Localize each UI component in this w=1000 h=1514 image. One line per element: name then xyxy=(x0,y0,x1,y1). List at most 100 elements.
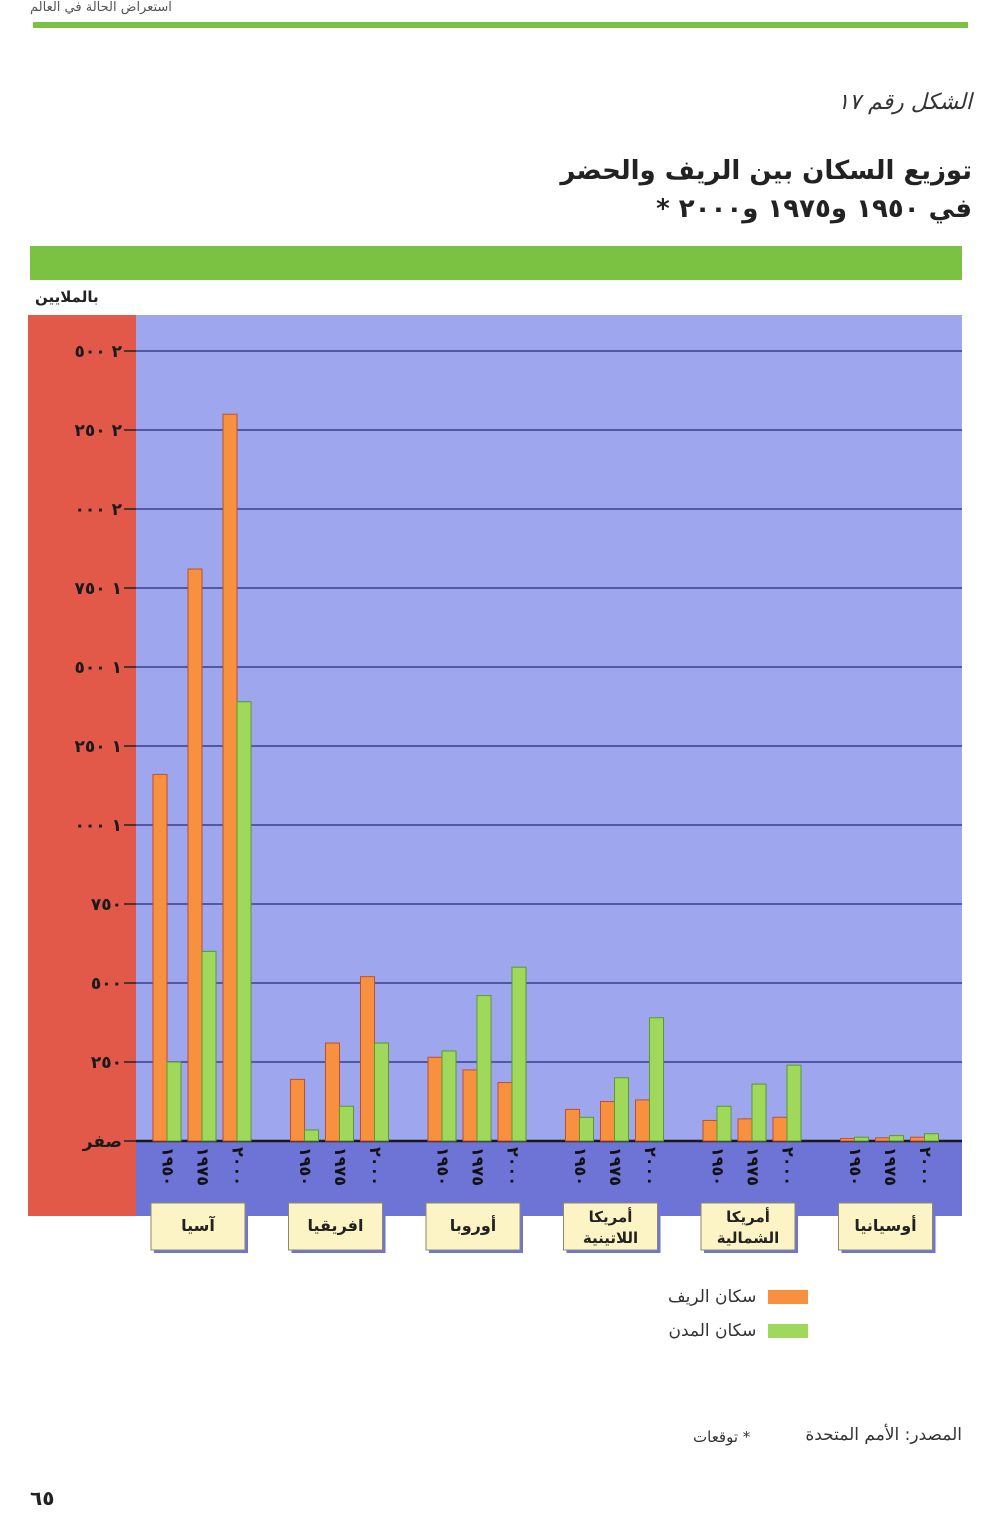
bar-urban xyxy=(614,1077,629,1142)
bar-urban xyxy=(511,966,527,1142)
bar-urban xyxy=(374,1042,389,1142)
bar-rural xyxy=(360,976,375,1142)
category-label: أوروبا xyxy=(450,1215,497,1235)
legend-swatch-rural xyxy=(768,1290,809,1304)
x-tick-label-year: ١٩٥٠ xyxy=(296,1147,315,1186)
x-tick-label-year: ١٩٧٥ xyxy=(606,1147,625,1186)
bar-rural xyxy=(635,1099,650,1142)
category-label: أوسيانيا xyxy=(854,1215,916,1235)
y-tick-label: ١ ٠٠٠ xyxy=(75,816,122,836)
bar-rural xyxy=(290,1078,305,1142)
bar-urban xyxy=(579,1116,594,1142)
y-tick-label: ٢ ٠٠٠ xyxy=(75,500,123,520)
y-tick-label: ٢٥٠ xyxy=(91,1053,122,1073)
y-tick-label: ٥٠٠ xyxy=(91,974,122,994)
x-tick-label-year: ١٩٧٥ xyxy=(469,1147,488,1186)
bar-urban xyxy=(924,1133,939,1142)
bar-urban xyxy=(236,701,252,1142)
bar-rural xyxy=(702,1119,718,1142)
x-tick-label-year: ٢٠٠٠ xyxy=(366,1147,385,1186)
y-axis-unit-label: بالملايين xyxy=(35,288,99,306)
legend-label-rural: سكان الريف xyxy=(668,1287,757,1307)
x-tick-label-year: ٢٠٠٠ xyxy=(641,1147,660,1186)
bar-urban xyxy=(889,1135,904,1142)
y-tick-label: ٢ ٢٥٠ xyxy=(75,421,123,441)
bar-rural xyxy=(497,1082,513,1142)
bar-rural xyxy=(910,1136,925,1142)
bar-urban xyxy=(786,1064,802,1142)
x-tick-label-year: ١٩٥٠ xyxy=(709,1147,728,1186)
plot-area xyxy=(136,315,962,1141)
bar-rural xyxy=(427,1056,443,1142)
category-box xyxy=(563,1202,658,1251)
y-tick-label: صفر xyxy=(82,1132,122,1152)
legend-item-urban: سكان المدن xyxy=(668,1314,809,1348)
y-tick-label: ٢ ٥٠٠ xyxy=(75,342,123,362)
category-label: أمريكا xyxy=(589,1207,633,1226)
bar-rural xyxy=(772,1116,788,1142)
category-box xyxy=(838,1202,933,1251)
y-axis-panel xyxy=(28,315,136,1216)
bar-rural xyxy=(152,773,168,1142)
x-tick-label-year: ١٩٧٥ xyxy=(881,1147,900,1186)
chart-title-line-1: توزيع السكان بين الريف والحضر xyxy=(560,156,972,186)
bar-urban xyxy=(751,1083,767,1142)
chart-title: توزيع السكان بين الريف والحضر في ١٩٥٠ و١… xyxy=(560,152,972,228)
figure-label: الشكل رقم ١٧ xyxy=(837,90,972,115)
x-tick-label-year: ١٩٥٠ xyxy=(159,1147,178,1186)
bar-urban xyxy=(304,1129,319,1142)
y-tick-label: ١ ٢٥٠ xyxy=(75,737,122,757)
legend: سكان الريف سكان المدن xyxy=(668,1280,809,1348)
x-tick-label-year: ١٩٧٥ xyxy=(744,1147,763,1186)
legend-label-urban: سكان المدن xyxy=(668,1321,757,1341)
y-tick-label: ١ ٥٠٠ xyxy=(75,658,122,678)
bar-rural xyxy=(222,413,238,1142)
x-tick-label-year: ١٩٥٠ xyxy=(846,1147,865,1186)
category-label: أمريكا xyxy=(726,1207,770,1226)
bar-urban xyxy=(441,1050,457,1142)
top-rule xyxy=(33,22,968,28)
x-tick-label-year: ١٩٥٠ xyxy=(571,1147,590,1186)
x-tick-label-year: ١٩٧٥ xyxy=(331,1147,350,1186)
category-box xyxy=(150,1202,246,1251)
bar-rural xyxy=(737,1118,753,1142)
bar-urban xyxy=(339,1105,354,1142)
category-label: آسيا xyxy=(181,1215,215,1235)
category-box xyxy=(288,1202,383,1251)
bar-urban xyxy=(476,995,492,1142)
bar-urban xyxy=(166,1061,182,1142)
source-note: المصدر: الأمم المتحدة xyxy=(805,1425,962,1445)
page-number: ٦٥ xyxy=(30,1486,55,1510)
header-band xyxy=(30,246,962,280)
bar-urban xyxy=(649,1017,664,1142)
bar-rural xyxy=(187,568,203,1142)
x-tick-label-year: ٢٠٠٠ xyxy=(504,1147,523,1186)
bar-rural xyxy=(325,1042,340,1142)
x-tick-label-year: ٢٠٠٠ xyxy=(916,1147,935,1186)
footnote: * توقعات xyxy=(693,1428,751,1446)
category-box xyxy=(700,1202,796,1251)
legend-item-rural: سكان الريف xyxy=(668,1280,809,1314)
legend-swatch-urban xyxy=(768,1324,809,1338)
x-tick-label-year: ٢٠٠٠ xyxy=(229,1147,248,1186)
category-label: اللاتينية xyxy=(583,1229,638,1247)
x-tick-label-year: ١٩٧٥ xyxy=(194,1147,213,1186)
category-label: الشمالية xyxy=(717,1229,780,1247)
year-strip xyxy=(136,1141,962,1216)
bar-rural xyxy=(875,1137,890,1142)
bar-urban xyxy=(716,1105,732,1142)
bar-urban xyxy=(201,950,217,1142)
y-tick-label: ٧٥٠ xyxy=(91,895,122,915)
bar-rural xyxy=(462,1069,478,1142)
chart-title-line-2: في ١٩٥٠ و١٩٧٥ و٢٠٠٠ * xyxy=(656,194,972,224)
y-tick-label: ١ ٧٥٠ xyxy=(75,579,122,599)
bar-rural xyxy=(565,1108,580,1142)
bar-urban xyxy=(854,1136,869,1142)
bar-rural xyxy=(840,1137,855,1142)
x-tick-label-year: ٢٠٠٠ xyxy=(779,1147,798,1186)
bar-rural xyxy=(600,1101,615,1142)
running-header: استعراض الحالة في العالم xyxy=(30,0,172,15)
x-tick-label-year: ١٩٥٠ xyxy=(434,1147,453,1186)
category-box xyxy=(425,1202,521,1251)
